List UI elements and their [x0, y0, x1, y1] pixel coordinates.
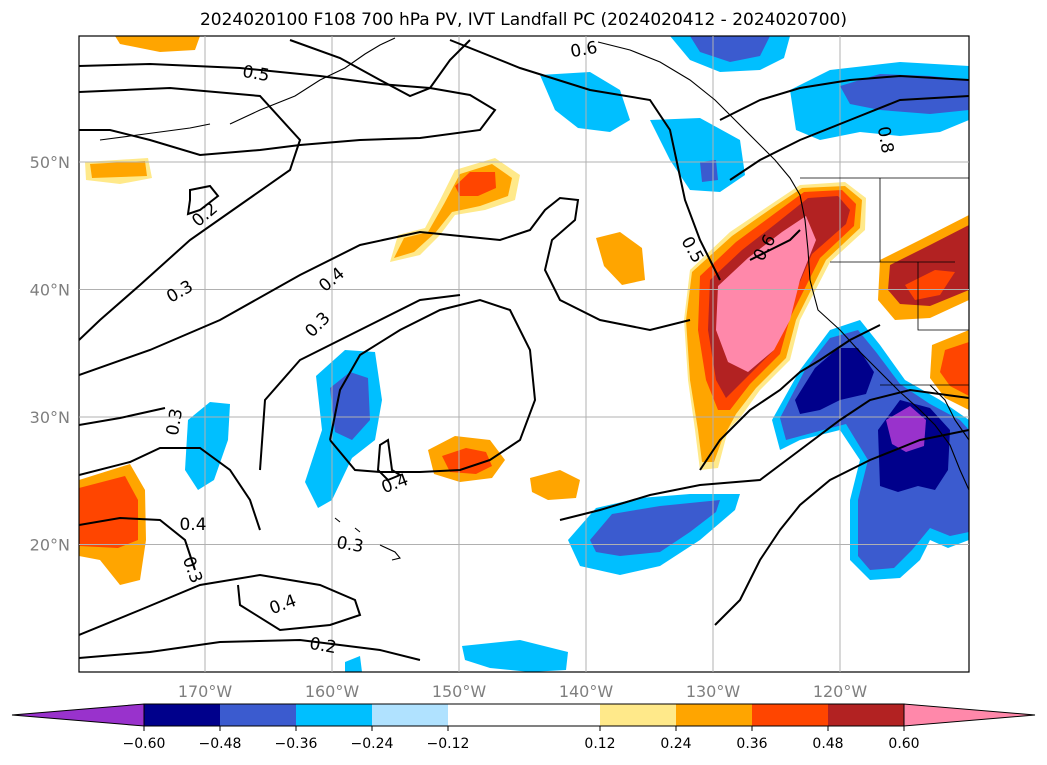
- shade-region: [540, 72, 630, 132]
- colorbar-bin: [448, 704, 600, 726]
- lat-tick-label: 20°N: [30, 536, 70, 555]
- colorbar-bin: [372, 704, 448, 726]
- contour-label: 0.3: [178, 554, 206, 586]
- shade-region: [700, 160, 718, 182]
- shade-region: [795, 348, 874, 414]
- shade-region: [716, 216, 816, 372]
- map-title: 2024020100 F108 700 hPa PV, IVT Landfall…: [199, 10, 847, 30]
- lon-tick-label: 130°W: [686, 682, 741, 701]
- shade-region: [115, 36, 200, 52]
- colorbar-outline: [143, 703, 905, 727]
- contour-label: 0.3: [163, 277, 196, 308]
- contour-label: 0.2: [308, 634, 338, 658]
- colorbar: −0.60 −0.48 −0.36 −0.24 −0.12 0.12 0.24 0.36 0.4…: [11, 703, 1036, 752]
- colorbar-tick-label: 0.48: [812, 736, 843, 752]
- colorbar-bin: [296, 704, 372, 726]
- colorbar-bin: [144, 704, 220, 726]
- longitude-tick-labels: 170°W 160°W 150°W 140°W 130°W 120°W: [178, 682, 868, 701]
- colorbar-bin: [676, 704, 752, 726]
- colorbar-tick-label: −0.24: [351, 736, 394, 752]
- contour-label: 0.4: [315, 264, 349, 297]
- colorbar-bin: [752, 704, 828, 726]
- shade-region: [905, 270, 955, 300]
- shade-region: [840, 74, 969, 114]
- contour-label: 0.6: [569, 38, 599, 62]
- contour-label: 0.5: [241, 62, 271, 86]
- lat-tick-label: 50°N: [30, 153, 70, 172]
- colorbar-tick-label: −0.12: [427, 736, 470, 752]
- gridlines: [79, 36, 969, 672]
- colorbar-extend-min: [11, 703, 145, 727]
- colorbar-tick-label: −0.48: [199, 736, 242, 752]
- colorbar-tick-label: 0.60: [888, 736, 919, 752]
- map-frame: [78, 35, 970, 673]
- lat-tick-label: 40°N: [30, 281, 70, 300]
- shade-region: [79, 476, 138, 548]
- shade-region: [596, 232, 645, 285]
- colorbar-tick-label: 0.12: [584, 736, 615, 752]
- colorbar-tick-label: 0.36: [736, 736, 767, 752]
- contour-label: 0.4: [379, 470, 411, 498]
- shade-region: [462, 640, 568, 672]
- colorbar-bin: [600, 704, 676, 726]
- shaded-pv-field: [79, 36, 969, 672]
- contour-label: 0.3: [301, 308, 334, 341]
- colorbar-tick-label: −0.60: [123, 736, 166, 752]
- contour-label: 0.3: [335, 533, 365, 557]
- shade-region: [590, 500, 720, 556]
- contour-label: 0.4: [179, 515, 206, 535]
- shade-region: [442, 448, 492, 474]
- shade-region: [650, 118, 745, 192]
- shade-region: [345, 656, 362, 672]
- shade-region: [455, 172, 496, 196]
- colorbar-bin: [220, 704, 296, 726]
- contour-label: 0.3: [163, 407, 187, 437]
- lon-tick-label: 120°W: [813, 682, 868, 701]
- shade-region: [185, 402, 230, 490]
- contour-label: 0.8: [873, 125, 897, 155]
- lat-tick-label: 30°N: [30, 408, 70, 427]
- colorbar-tick-label: −0.36: [275, 736, 318, 752]
- borders: [800, 177, 969, 386]
- lon-tick-label: 150°W: [432, 682, 487, 701]
- lon-tick-label: 170°W: [178, 682, 233, 701]
- shade-region: [940, 342, 969, 396]
- contour-label: 0.2: [188, 199, 222, 232]
- latitude-tick-labels: 50°N 40°N 30°N 20°N: [30, 153, 70, 555]
- contour-label: 0.4: [267, 591, 299, 619]
- shade-region: [90, 161, 147, 178]
- colorbar-tick-label: 0.24: [660, 736, 691, 752]
- shade-region: [530, 470, 580, 500]
- colorbar-extend-max: [903, 703, 1036, 727]
- pv-contours: [79, 39, 969, 661]
- colorbar-bin: [828, 704, 904, 726]
- lon-tick-label: 140°W: [559, 682, 614, 701]
- lon-tick-label: 160°W: [305, 682, 360, 701]
- coastlines: [99, 37, 969, 561]
- shade-region: [690, 36, 770, 62]
